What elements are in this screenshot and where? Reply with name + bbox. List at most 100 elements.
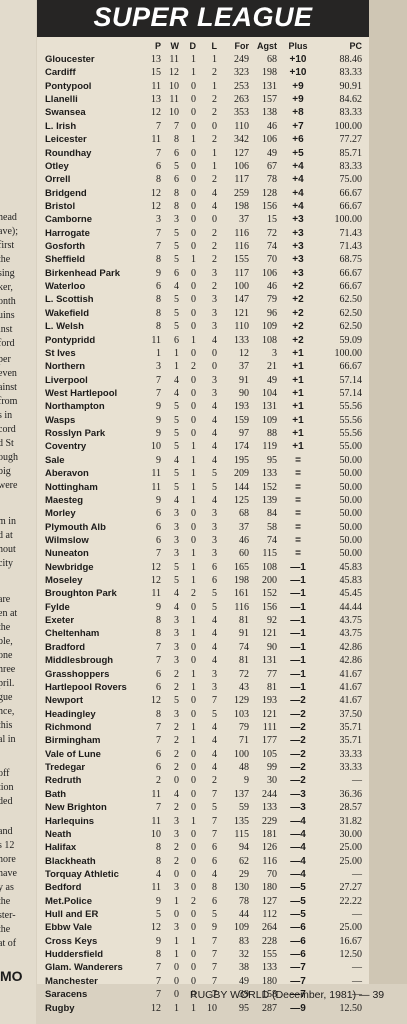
table-row: Wasps 9 5 0 4 159 109 +1 55.56 bbox=[45, 415, 367, 429]
cell-d: 0 bbox=[191, 160, 196, 172]
cell-plus: —1 bbox=[290, 641, 306, 653]
cell-pc: 62.50 bbox=[339, 321, 363, 333]
cell-for: 116 bbox=[234, 601, 249, 613]
cell-pc: 41.67 bbox=[339, 681, 363, 693]
cell-w: 1 bbox=[174, 347, 179, 359]
cell-agst: 74 bbox=[267, 241, 277, 253]
cell-for: 125 bbox=[234, 494, 249, 506]
cell-pc: — bbox=[352, 775, 362, 787]
cell-d: 0 bbox=[191, 80, 196, 92]
team-name: Cheltenham bbox=[45, 628, 100, 640]
cell-d: 0 bbox=[191, 120, 196, 132]
team-name: Plymouth Alb bbox=[45, 521, 106, 533]
cell-w: 2 bbox=[174, 762, 179, 774]
cell-d: 1 bbox=[191, 54, 196, 65]
cell-p: 7 bbox=[156, 802, 161, 814]
cell-w: 3 bbox=[174, 922, 179, 934]
cell-for: 68 bbox=[239, 508, 249, 520]
cell-plus: —4 bbox=[290, 842, 306, 854]
cell-agst: 30 bbox=[267, 775, 277, 787]
cell-pc: 50.00 bbox=[339, 508, 363, 520]
cell-l: 2 bbox=[212, 107, 217, 119]
table-row: Swansea 12 10 0 2 353 138 +8 83.33 bbox=[45, 107, 367, 121]
cell-agst: 287 bbox=[262, 1002, 277, 1014]
adjacent-page-text: have bbox=[0, 868, 17, 879]
cell-plus: —2 bbox=[290, 762, 306, 774]
cell-w: 1 bbox=[174, 895, 179, 907]
cell-l: 2 bbox=[212, 281, 217, 293]
team-name: Sheffield bbox=[45, 254, 86, 266]
adjacent-page-text: ough bbox=[0, 452, 18, 463]
cell-for: 110 bbox=[234, 321, 249, 333]
cell-plus: —7 bbox=[290, 962, 306, 974]
cell-l: 5 bbox=[212, 601, 217, 613]
cell-for: 46 bbox=[239, 534, 249, 546]
team-name: Middlesbrough bbox=[45, 655, 114, 667]
cell-pc: 43.75 bbox=[339, 628, 363, 640]
cell-d: 1 bbox=[191, 1002, 196, 1014]
cell-l: 5 bbox=[212, 802, 217, 814]
table-row: Birmingham 7 2 1 4 71 177 —2 35.71 bbox=[45, 735, 367, 749]
cell-p: 7 bbox=[156, 962, 161, 974]
cell-l: 0 bbox=[212, 120, 217, 132]
table-row: Newport 12 5 0 7 129 193 —2 41.67 bbox=[45, 695, 367, 709]
team-name: Manchester bbox=[45, 975, 98, 987]
cell-for: 130 bbox=[234, 882, 249, 894]
team-name: L. Irish bbox=[45, 120, 77, 132]
cell-pc: 41.67 bbox=[339, 695, 363, 707]
team-name: Bradford bbox=[45, 641, 86, 653]
cell-plus: +3 bbox=[292, 267, 304, 279]
cell-pc: 50.00 bbox=[339, 468, 363, 480]
table-row: Nottingham 11 5 1 5 144 152 = 50.00 bbox=[45, 482, 367, 496]
cell-pc: 66.67 bbox=[339, 281, 363, 293]
team-name: Gloucester bbox=[45, 54, 95, 65]
cell-pc: 27.27 bbox=[339, 882, 363, 894]
header-percentage: PC bbox=[349, 41, 362, 51]
cell-l: 3 bbox=[212, 388, 217, 399]
cell-plus: +1 bbox=[292, 347, 304, 359]
cell-pc: 50.00 bbox=[339, 481, 363, 493]
team-name: Northern bbox=[45, 361, 86, 373]
league-banner: SUPER LEAGUE bbox=[37, 0, 369, 37]
cell-agst: 70 bbox=[267, 254, 277, 266]
cell-pc: 68.75 bbox=[339, 254, 363, 266]
adjacent-page-text: this bbox=[0, 720, 13, 731]
cell-w: 5 bbox=[174, 428, 179, 440]
cell-p: 7 bbox=[156, 241, 161, 253]
cell-for: 62 bbox=[239, 855, 249, 867]
cell-for: 115 bbox=[234, 828, 249, 840]
team-name: Newbridge bbox=[45, 561, 94, 573]
cell-w: 4 bbox=[174, 374, 179, 386]
team-name: Tredegar bbox=[45, 762, 86, 774]
cell-w: 4 bbox=[174, 388, 179, 399]
cell-agst: 193 bbox=[262, 695, 277, 707]
cell-l: 5 bbox=[212, 481, 217, 493]
cell-w: 3 bbox=[174, 828, 179, 840]
cell-p: 11 bbox=[151, 134, 161, 146]
cell-agst: 228 bbox=[262, 935, 277, 947]
cell-d: 1 bbox=[191, 681, 196, 693]
cell-agst: 116 bbox=[262, 855, 277, 867]
cell-pc: 50.00 bbox=[339, 494, 363, 506]
header-for: For bbox=[234, 41, 250, 51]
cell-w: 2 bbox=[174, 842, 179, 854]
cell-pc: 83.33 bbox=[339, 67, 363, 79]
cell-l: 5 bbox=[212, 468, 217, 480]
cell-for: 117 bbox=[234, 267, 249, 279]
cell-d: 0 bbox=[191, 241, 196, 253]
cell-plus: = bbox=[295, 454, 301, 466]
team-name: Pontypool bbox=[45, 80, 92, 92]
page-shadow bbox=[369, 0, 407, 984]
team-name: Maesteg bbox=[45, 494, 84, 506]
cell-d: 1 bbox=[191, 454, 196, 466]
cell-p: 8 bbox=[156, 949, 161, 961]
cell-d: 1 bbox=[191, 548, 196, 560]
cell-d: 2 bbox=[191, 361, 196, 373]
cell-agst: 112 bbox=[262, 909, 277, 921]
cell-w: 4 bbox=[174, 281, 179, 293]
cell-l: 4 bbox=[212, 762, 217, 774]
adjacent-page-text: ainst bbox=[0, 382, 17, 393]
cell-pc: 50.00 bbox=[339, 454, 363, 466]
cell-p: 8 bbox=[156, 855, 161, 867]
table-row: Neath 10 3 0 7 115 181 —4 30.00 bbox=[45, 829, 367, 843]
